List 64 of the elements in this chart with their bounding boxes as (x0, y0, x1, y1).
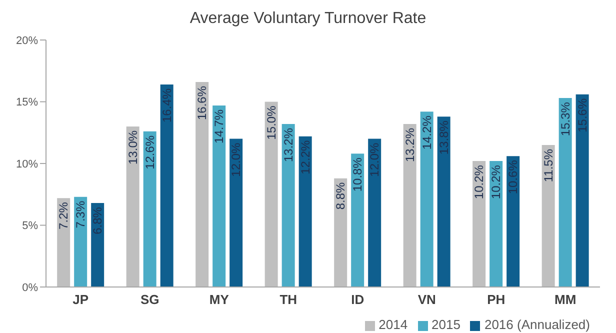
data-label: 12.2% (298, 140, 312, 174)
x-tick-label: PH (487, 292, 506, 308)
data-label: 6.8% (90, 206, 105, 234)
x-tick-label: VN (418, 292, 436, 308)
legend-label: 2016 (Annualized) (484, 317, 590, 332)
bar (126, 126, 140, 287)
bar (437, 116, 450, 287)
bar (542, 144, 555, 287)
bar (160, 84, 174, 287)
data-label: 15.3% (558, 102, 572, 136)
data-label: 7.3% (74, 200, 88, 228)
data-label: 13.8% (436, 120, 451, 155)
data-label: 8.8% (334, 182, 348, 210)
data-label: 15.0% (264, 105, 278, 140)
x-tick-label: JP (72, 292, 89, 308)
y-tick-label: 0% (22, 282, 38, 294)
bar (74, 196, 88, 287)
data-label: 7.2% (56, 202, 71, 230)
data-label: 10.2% (472, 164, 486, 200)
x-tick-label: ID (351, 292, 364, 308)
x-tick-label: MM (554, 292, 576, 308)
data-label: 11.5% (541, 148, 556, 182)
bar (472, 161, 486, 287)
y-tick-label: 20% (16, 34, 38, 47)
y-tick-label: 10% (16, 158, 38, 170)
bar (506, 156, 520, 287)
bar (558, 98, 572, 287)
data-label: 12.6% (142, 135, 157, 170)
legend-label: 2014 (378, 317, 408, 332)
x-tick-label: TH (280, 292, 298, 308)
bar (264, 102, 278, 287)
bar (282, 124, 295, 287)
data-label: 16.6% (195, 86, 210, 120)
bar (196, 82, 209, 287)
bar (212, 105, 226, 287)
bar (334, 178, 348, 287)
data-label: 12.0% (229, 142, 244, 177)
bar (230, 138, 243, 287)
bar (368, 138, 382, 287)
x-tick-label: MY (209, 292, 230, 308)
data-label: 13.2% (281, 128, 296, 162)
data-label: 16.4% (160, 88, 174, 122)
y-tick-label: 5% (22, 220, 38, 232)
data-label: 12.0% (368, 142, 382, 177)
bar (576, 94, 589, 287)
data-label: 10.6% (506, 160, 520, 194)
data-label: 14.7% (212, 109, 226, 144)
bar (351, 154, 364, 287)
chart-title: Average Voluntary Turnover Rate (188, 9, 428, 29)
data-label: 14.2% (420, 115, 434, 150)
bar (403, 124, 416, 287)
data-label: 10.8% (350, 157, 365, 192)
legend-label: 2015 (432, 317, 460, 332)
bar (490, 161, 503, 287)
data-label: 13.0% (126, 130, 140, 164)
data-label: 13.2% (402, 128, 417, 162)
data-label: 15.6% (575, 98, 590, 132)
y-tick-label: 15% (16, 96, 38, 109)
bar (143, 131, 156, 287)
bar (420, 112, 434, 287)
bar (298, 136, 312, 287)
bar (57, 198, 70, 287)
data-label: 10.2% (489, 164, 504, 200)
x-tick-label: SG (140, 292, 160, 308)
